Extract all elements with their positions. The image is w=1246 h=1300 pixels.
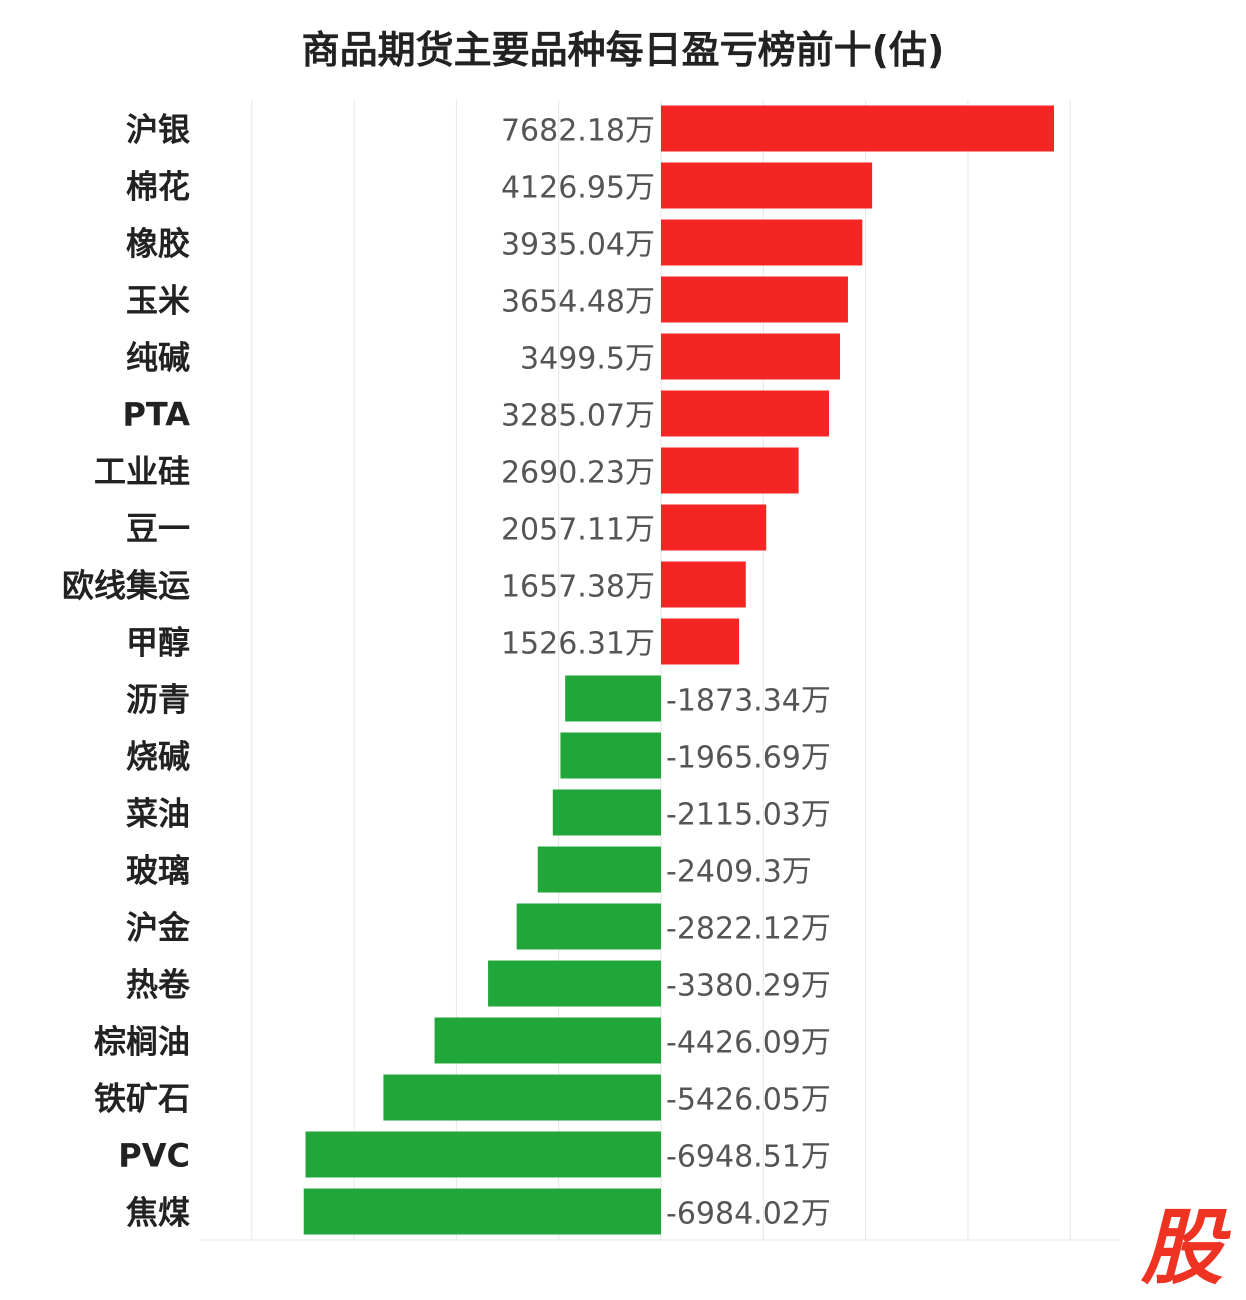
category-label-11: 烧碱 xyxy=(126,738,190,776)
category-label-8: 欧线集运 xyxy=(62,567,190,605)
category-label-6: 工业硅 xyxy=(94,453,190,491)
category-label-15: 热卷 xyxy=(126,966,191,1004)
value-label-17: -5426.05万 xyxy=(666,1083,831,1118)
value-label-13: -2409.3万 xyxy=(666,855,812,890)
value-label-16: -4426.09万 xyxy=(666,1026,831,1061)
bar-8 xyxy=(661,561,746,608)
category-label-13: 玻璃 xyxy=(126,852,190,890)
value-label-1: 4126.95万 xyxy=(501,171,655,206)
category-label-0: 沪银 xyxy=(126,111,190,149)
value-label-2: 3935.04万 xyxy=(501,228,655,263)
bar-13 xyxy=(537,846,661,893)
category-label-3: 玉米 xyxy=(126,282,190,320)
value-label-4: 3499.5万 xyxy=(520,342,655,377)
stock-logo: 股 xyxy=(1140,1206,1231,1286)
bar-14 xyxy=(516,903,661,950)
category-label-7: 豆一 xyxy=(126,510,190,548)
bar-15 xyxy=(488,960,661,1007)
bar-3 xyxy=(661,276,848,323)
value-label-5: 3285.07万 xyxy=(501,399,655,434)
bar-12 xyxy=(552,789,661,836)
category-label-5: PTA xyxy=(122,396,190,434)
category-label-19: 焦煤 xyxy=(126,1194,190,1232)
value-label-9: 1526.31万 xyxy=(501,627,655,662)
bar-2 xyxy=(661,219,863,266)
bar-0 xyxy=(661,105,1054,152)
value-label-12: -2115.03万 xyxy=(666,798,831,833)
value-label-0: 7682.18万 xyxy=(501,114,655,149)
bar-11 xyxy=(560,732,661,779)
bar-9 xyxy=(661,618,740,665)
category-label-12: 菜油 xyxy=(126,795,190,833)
bar-1 xyxy=(661,162,873,209)
chart-title: 商品期货主要品种每日盈亏榜前十(估) xyxy=(301,28,945,72)
bar-16 xyxy=(434,1017,661,1064)
value-label-7: 2057.11万 xyxy=(501,513,655,548)
svg-text:股: 股 xyxy=(1140,1206,1231,1286)
bar-19 xyxy=(303,1188,661,1235)
bar-6 xyxy=(661,447,799,494)
category-label-16: 棕榈油 xyxy=(94,1023,190,1061)
category-label-18: PVC xyxy=(118,1137,190,1175)
bar-7 xyxy=(661,504,767,551)
bar-17 xyxy=(383,1074,661,1121)
value-label-10: -1873.34万 xyxy=(666,684,831,719)
value-label-3: 3654.48万 xyxy=(501,285,655,320)
bar-5 xyxy=(661,390,830,437)
value-label-18: -6948.51万 xyxy=(666,1140,831,1175)
category-label-1: 棉花 xyxy=(126,168,190,206)
value-label-8: 1657.38万 xyxy=(501,570,655,605)
category-label-14: 沪金 xyxy=(126,909,191,947)
value-label-11: -1965.69万 xyxy=(666,741,831,776)
bar-4 xyxy=(661,333,841,380)
value-label-6: 2690.23万 xyxy=(501,456,655,491)
value-label-15: -3380.29万 xyxy=(666,969,831,1004)
bar-10 xyxy=(565,675,661,722)
value-label-19: -6984.02万 xyxy=(666,1197,831,1232)
bar-18 xyxy=(305,1131,661,1178)
category-label-9: 甲醇 xyxy=(126,624,190,662)
category-label-17: 铁矿石 xyxy=(94,1080,190,1118)
category-label-10: 沥青 xyxy=(126,681,190,719)
category-label-4: 纯碱 xyxy=(126,339,190,377)
value-label-14: -2822.12万 xyxy=(666,912,831,947)
category-label-2: 橡胶 xyxy=(126,225,190,263)
